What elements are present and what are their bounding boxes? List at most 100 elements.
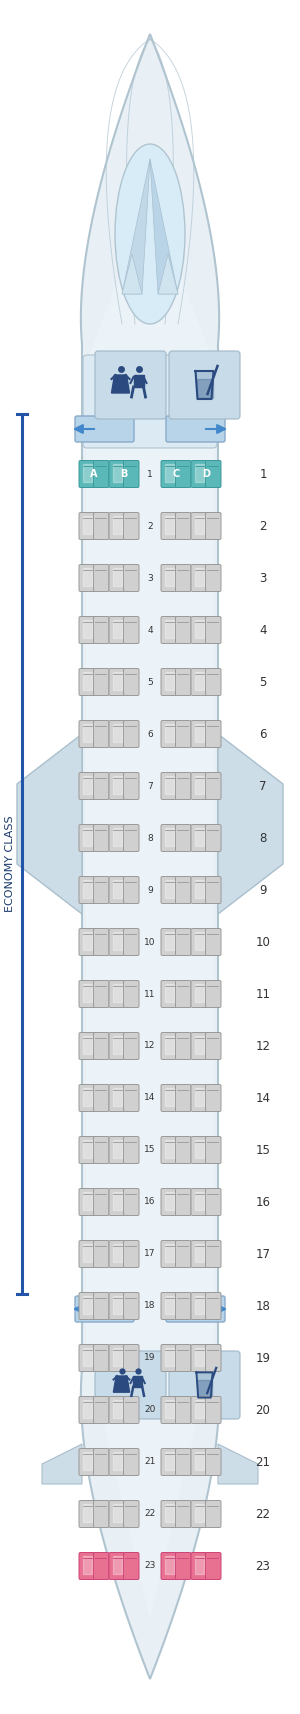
Polygon shape (194, 879, 204, 898)
FancyBboxPatch shape (191, 461, 206, 487)
Polygon shape (82, 932, 92, 950)
FancyBboxPatch shape (79, 929, 94, 955)
Polygon shape (112, 1140, 122, 1159)
FancyBboxPatch shape (94, 461, 109, 487)
FancyBboxPatch shape (176, 461, 191, 487)
FancyBboxPatch shape (176, 1032, 191, 1059)
FancyBboxPatch shape (124, 720, 139, 747)
Polygon shape (112, 1452, 122, 1471)
FancyBboxPatch shape (169, 351, 240, 418)
Polygon shape (164, 1296, 174, 1315)
FancyBboxPatch shape (161, 1136, 176, 1164)
FancyBboxPatch shape (161, 1085, 176, 1111)
FancyBboxPatch shape (161, 929, 176, 955)
FancyBboxPatch shape (83, 355, 217, 447)
Polygon shape (194, 1035, 204, 1054)
FancyBboxPatch shape (161, 461, 176, 487)
Polygon shape (194, 1400, 204, 1417)
Text: 8: 8 (259, 831, 267, 845)
FancyBboxPatch shape (176, 824, 191, 852)
Text: 16: 16 (256, 1195, 271, 1208)
FancyBboxPatch shape (109, 929, 124, 955)
Text: 14: 14 (144, 1094, 156, 1102)
FancyBboxPatch shape (79, 1085, 94, 1111)
FancyBboxPatch shape (79, 1448, 94, 1476)
Polygon shape (164, 1400, 174, 1417)
FancyBboxPatch shape (161, 773, 176, 799)
FancyBboxPatch shape (191, 1136, 206, 1164)
FancyBboxPatch shape (109, 980, 124, 1008)
Polygon shape (112, 1556, 122, 1573)
Polygon shape (82, 1088, 92, 1106)
Polygon shape (82, 1452, 92, 1471)
FancyBboxPatch shape (206, 617, 221, 643)
Polygon shape (112, 1400, 122, 1417)
FancyBboxPatch shape (206, 564, 221, 591)
Polygon shape (194, 828, 204, 847)
Polygon shape (82, 1140, 92, 1159)
Polygon shape (112, 1503, 122, 1522)
Text: 3: 3 (259, 571, 267, 584)
Text: 5: 5 (147, 677, 153, 687)
FancyBboxPatch shape (206, 512, 221, 540)
Text: 21: 21 (256, 1455, 271, 1469)
FancyBboxPatch shape (161, 720, 176, 747)
Polygon shape (164, 1191, 174, 1210)
FancyBboxPatch shape (161, 824, 176, 852)
FancyBboxPatch shape (191, 980, 206, 1008)
Polygon shape (82, 776, 92, 794)
Text: 20: 20 (256, 1404, 270, 1416)
FancyBboxPatch shape (109, 512, 124, 540)
FancyBboxPatch shape (176, 980, 191, 1008)
Polygon shape (196, 1373, 213, 1397)
Polygon shape (164, 464, 174, 482)
FancyBboxPatch shape (79, 1136, 94, 1164)
Polygon shape (164, 1088, 174, 1106)
Polygon shape (112, 464, 122, 482)
FancyBboxPatch shape (94, 824, 109, 852)
FancyBboxPatch shape (161, 1188, 176, 1215)
FancyBboxPatch shape (176, 564, 191, 591)
FancyBboxPatch shape (109, 876, 124, 903)
Text: 18: 18 (144, 1301, 156, 1311)
Polygon shape (112, 1296, 122, 1315)
FancyBboxPatch shape (176, 720, 191, 747)
FancyBboxPatch shape (94, 980, 109, 1008)
FancyBboxPatch shape (176, 1241, 191, 1267)
Text: C: C (172, 470, 180, 478)
FancyBboxPatch shape (79, 773, 94, 799)
FancyBboxPatch shape (161, 1032, 176, 1059)
FancyBboxPatch shape (124, 1448, 139, 1476)
FancyBboxPatch shape (94, 617, 109, 643)
Text: 10: 10 (256, 936, 270, 948)
FancyBboxPatch shape (206, 929, 221, 955)
Text: 18: 18 (256, 1299, 270, 1313)
Text: 9: 9 (259, 883, 267, 896)
Polygon shape (133, 1376, 142, 1387)
Text: 17: 17 (256, 1248, 271, 1260)
FancyBboxPatch shape (124, 668, 139, 696)
FancyBboxPatch shape (75, 1296, 134, 1321)
Polygon shape (86, 194, 214, 1620)
Polygon shape (164, 1452, 174, 1471)
FancyBboxPatch shape (109, 1032, 124, 1059)
Polygon shape (82, 879, 92, 898)
FancyBboxPatch shape (166, 417, 225, 442)
FancyBboxPatch shape (94, 720, 109, 747)
Polygon shape (82, 1191, 92, 1210)
Text: 12: 12 (256, 1039, 271, 1052)
FancyBboxPatch shape (124, 824, 139, 852)
Polygon shape (164, 1035, 174, 1054)
FancyBboxPatch shape (79, 980, 94, 1008)
Polygon shape (194, 1556, 204, 1573)
Text: ECONOMY CLASS: ECONOMY CLASS (5, 816, 15, 912)
FancyBboxPatch shape (109, 564, 124, 591)
Polygon shape (194, 1088, 204, 1106)
Polygon shape (82, 620, 92, 638)
Text: 4: 4 (147, 626, 153, 634)
Polygon shape (82, 1400, 92, 1417)
FancyBboxPatch shape (176, 1500, 191, 1527)
FancyBboxPatch shape (206, 1397, 221, 1424)
FancyBboxPatch shape (109, 1448, 124, 1476)
FancyBboxPatch shape (176, 668, 191, 696)
